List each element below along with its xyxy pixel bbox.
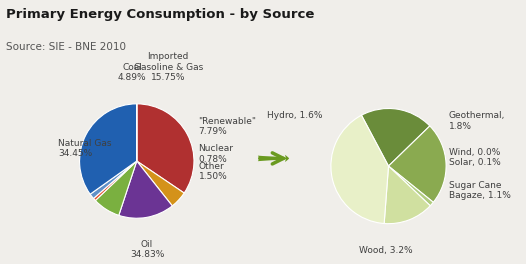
Text: "Renewable"
7.79%: "Renewable" 7.79% [198,117,257,136]
Text: Oil
34.83%: Oil 34.83% [130,240,164,259]
Text: Natural Gas
34.45%: Natural Gas 34.45% [58,139,112,158]
Wedge shape [94,161,137,201]
Text: Nuclear
0.78%: Nuclear 0.78% [198,144,234,164]
Wedge shape [389,126,446,202]
Text: Wind, 0.0%
Solar, 0.1%: Wind, 0.0% Solar, 0.1% [449,148,501,167]
Wedge shape [90,161,137,199]
Text: Wood, 3.2%: Wood, 3.2% [359,246,412,254]
Text: Imported
Gasoline & Gas
15.75%: Imported Gasoline & Gas 15.75% [134,52,203,82]
Text: Hydro, 1.6%: Hydro, 1.6% [267,111,322,120]
Wedge shape [389,166,433,206]
Wedge shape [137,161,184,206]
Wedge shape [361,109,430,166]
Text: Other
1.50%: Other 1.50% [198,162,227,181]
Text: Primary Energy Consumption - by Source: Primary Energy Consumption - by Source [6,8,315,21]
Wedge shape [331,115,389,224]
Wedge shape [137,104,194,193]
Text: Coal
4.89%: Coal 4.89% [118,63,147,82]
Wedge shape [384,166,430,224]
Text: Sugar Cane
Bagaze, 1.1%: Sugar Cane Bagaze, 1.1% [449,181,511,200]
Wedge shape [95,161,137,215]
Text: Source: SIE - BNE 2010: Source: SIE - BNE 2010 [6,42,126,52]
Wedge shape [79,104,137,194]
Wedge shape [119,161,173,218]
Text: Geothermal,
1.8%: Geothermal, 1.8% [449,111,505,131]
